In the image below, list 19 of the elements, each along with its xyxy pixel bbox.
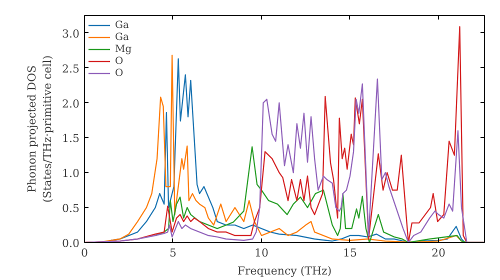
x-tick-label: 0 [81, 246, 88, 260]
y-tick-label: 0.5 [62, 202, 80, 216]
y-tick-label: 0.0 [62, 237, 80, 250]
x-tick-label: 5 [169, 246, 176, 260]
legend-label: O [115, 55, 124, 67]
y-tick-label: 3.0 [62, 27, 80, 40]
x-tick-label: 15 [342, 246, 357, 260]
legend-label: Ga [115, 31, 130, 43]
y-tick-label: 2.5 [62, 62, 80, 76]
y-tick-label: 1.5 [62, 132, 80, 146]
x-tick-label: 20 [431, 246, 446, 260]
y-tick-label: 1.0 [62, 167, 80, 180]
x-axis-title: Frequency (THz) [237, 264, 332, 278]
y-axis-title: Phonon projected DOS (States/THz·primitive cell) [25, 55, 54, 203]
legend-label: Ga [115, 19, 130, 31]
y-tick-label: 2.0 [62, 97, 80, 110]
legend-label: O [115, 67, 124, 79]
x-tick-label: 10 [254, 246, 268, 260]
legend-label: Mg [115, 43, 133, 55]
